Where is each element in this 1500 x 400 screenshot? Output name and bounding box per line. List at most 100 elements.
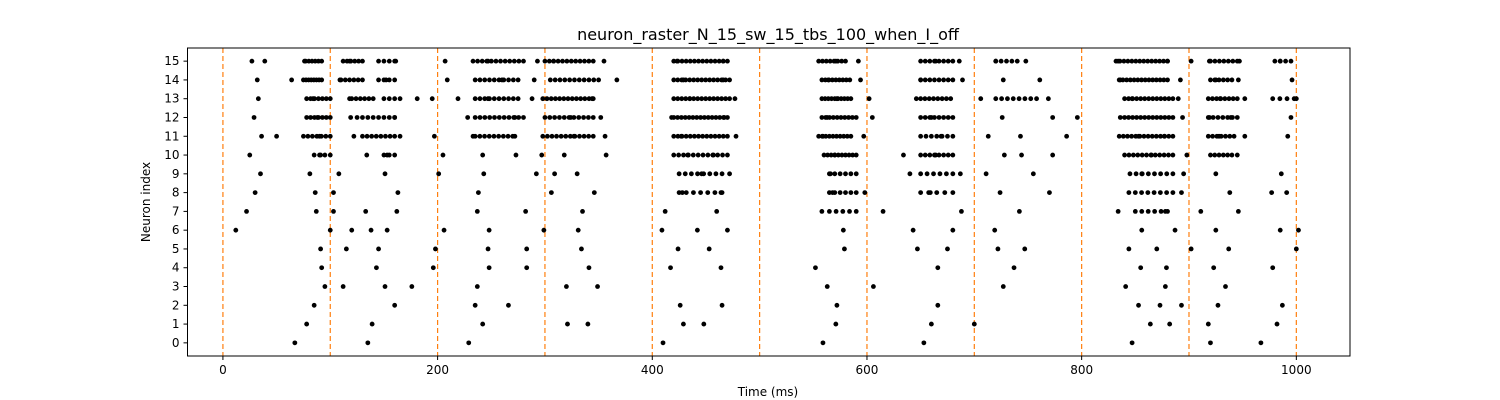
spike-point [999, 115, 1005, 120]
spike-point [932, 77, 937, 83]
spike-point [927, 77, 933, 83]
spike-point [1223, 133, 1228, 139]
spike-point [314, 133, 320, 139]
spike-point [707, 96, 713, 102]
spike-point [548, 190, 554, 196]
spike-point [816, 133, 822, 139]
spike-point [830, 133, 836, 139]
spike-point [482, 96, 488, 102]
spike-point [475, 58, 481, 64]
spike-point [1215, 115, 1221, 120]
spike-point [1242, 133, 1248, 139]
spike-point [1138, 265, 1144, 271]
spike-point [373, 133, 379, 139]
spike-point [586, 96, 592, 102]
spike-point [687, 133, 693, 139]
spike-point [1016, 208, 1022, 214]
spike-point [1175, 96, 1181, 102]
spike-point [1212, 152, 1218, 158]
spike-point [598, 115, 604, 120]
spike-point [1220, 77, 1226, 83]
y-tick-label: 4 [172, 261, 180, 275]
spike-point [837, 133, 843, 139]
spike-point [1138, 96, 1144, 102]
spike-point [506, 302, 511, 308]
spike-point [1028, 96, 1034, 102]
spike-point [602, 133, 608, 139]
spike-point [544, 133, 550, 139]
spike-point [565, 96, 571, 102]
spike-point [1133, 58, 1139, 64]
spike-point [472, 96, 478, 102]
spike-point [727, 77, 732, 83]
y-tick-label: 8 [172, 186, 180, 200]
spike-point [695, 96, 701, 102]
spike-point [708, 58, 714, 64]
spike-point [1045, 96, 1051, 102]
spike-point [496, 133, 502, 139]
spike-point [719, 77, 724, 83]
plot-frame [187, 47, 1351, 357]
spike-point [942, 190, 948, 196]
spike-point [848, 171, 854, 177]
spike-point [414, 96, 420, 102]
spike-point [842, 246, 847, 252]
spike-point [1139, 208, 1145, 214]
spike-point [950, 133, 956, 139]
spike-point [1167, 321, 1173, 327]
spike-point [1022, 96, 1028, 102]
spike-point [1129, 340, 1135, 346]
spike-point [506, 115, 512, 120]
spike-point [472, 115, 478, 120]
spike-point [721, 115, 726, 120]
spike-point [516, 115, 522, 120]
spike-point [1170, 133, 1176, 139]
spike-point [289, 77, 295, 83]
spike-point [316, 115, 321, 120]
spike-point [705, 190, 711, 196]
spike-point [866, 96, 872, 102]
spike-point [832, 171, 838, 177]
spike-point [1126, 115, 1132, 120]
spike-point [392, 133, 398, 139]
spike-point [918, 171, 924, 177]
spike-point [484, 58, 490, 64]
spike-point [1166, 152, 1171, 158]
spike-point [365, 340, 371, 346]
spike-point [671, 115, 677, 120]
spike-point [477, 77, 483, 83]
spike-point [696, 58, 701, 64]
spike-point [1150, 77, 1156, 83]
spike-point [544, 96, 550, 102]
spike-point [1122, 96, 1127, 102]
spike-point [821, 152, 827, 158]
spike-point [727, 171, 732, 177]
spike-point [834, 115, 840, 120]
y-tick-label: 13 [164, 92, 179, 106]
spike-point [683, 96, 689, 102]
spike-point [368, 227, 374, 233]
spike-point [486, 227, 492, 233]
spike-point [482, 133, 487, 139]
spike-point [1166, 96, 1172, 102]
spike-point [1225, 77, 1231, 83]
spike-point [392, 152, 398, 158]
spike-point [1135, 77, 1141, 83]
spike-point [340, 284, 346, 289]
spike-point [381, 152, 387, 158]
spike-point [316, 96, 321, 102]
spike-point [386, 152, 392, 158]
spike-point [571, 115, 577, 120]
spike-point [701, 171, 707, 177]
spike-point [1152, 152, 1158, 158]
spike-point [725, 133, 730, 139]
spike-point [614, 77, 620, 83]
spike-point [601, 58, 607, 64]
spike-point [1145, 171, 1151, 177]
spike-point [1166, 133, 1172, 139]
spike-point [1208, 58, 1213, 64]
spike-point [957, 171, 963, 177]
spike-point [675, 96, 681, 102]
spike-point [945, 152, 951, 158]
spike-point [936, 77, 942, 83]
